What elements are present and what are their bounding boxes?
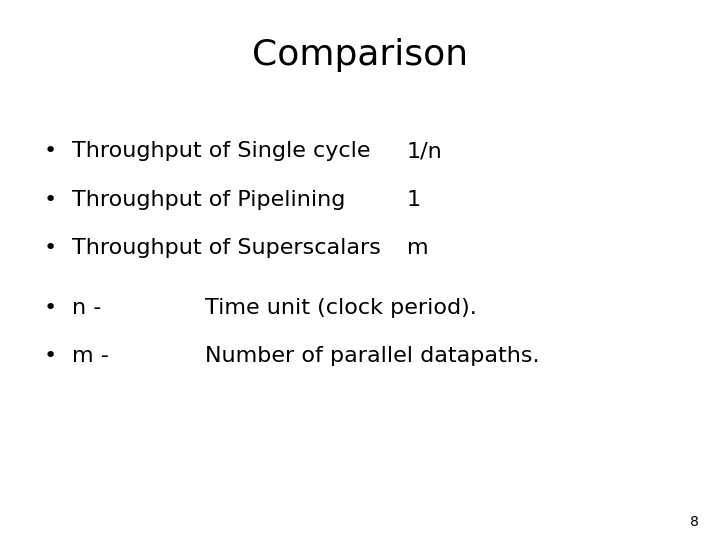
Text: •: • <box>44 190 57 210</box>
Text: Throughput of Superscalars: Throughput of Superscalars <box>72 238 381 259</box>
Text: m -: m - <box>72 346 109 367</box>
Text: Time unit (clock period).: Time unit (clock period). <box>205 298 477 318</box>
Text: 8: 8 <box>690 515 698 529</box>
Text: Throughput of Pipelining: Throughput of Pipelining <box>72 190 346 210</box>
Text: m: m <box>407 238 428 259</box>
Text: Number of parallel datapaths.: Number of parallel datapaths. <box>205 346 540 367</box>
Text: 1: 1 <box>407 190 421 210</box>
Text: n -: n - <box>72 298 102 318</box>
Text: •: • <box>44 238 57 259</box>
Text: Throughput of Single cycle: Throughput of Single cycle <box>72 141 371 161</box>
Text: •: • <box>44 346 57 367</box>
Text: •: • <box>44 298 57 318</box>
Text: 1/n: 1/n <box>407 141 443 161</box>
Text: •: • <box>44 141 57 161</box>
Text: Comparison: Comparison <box>252 38 468 72</box>
